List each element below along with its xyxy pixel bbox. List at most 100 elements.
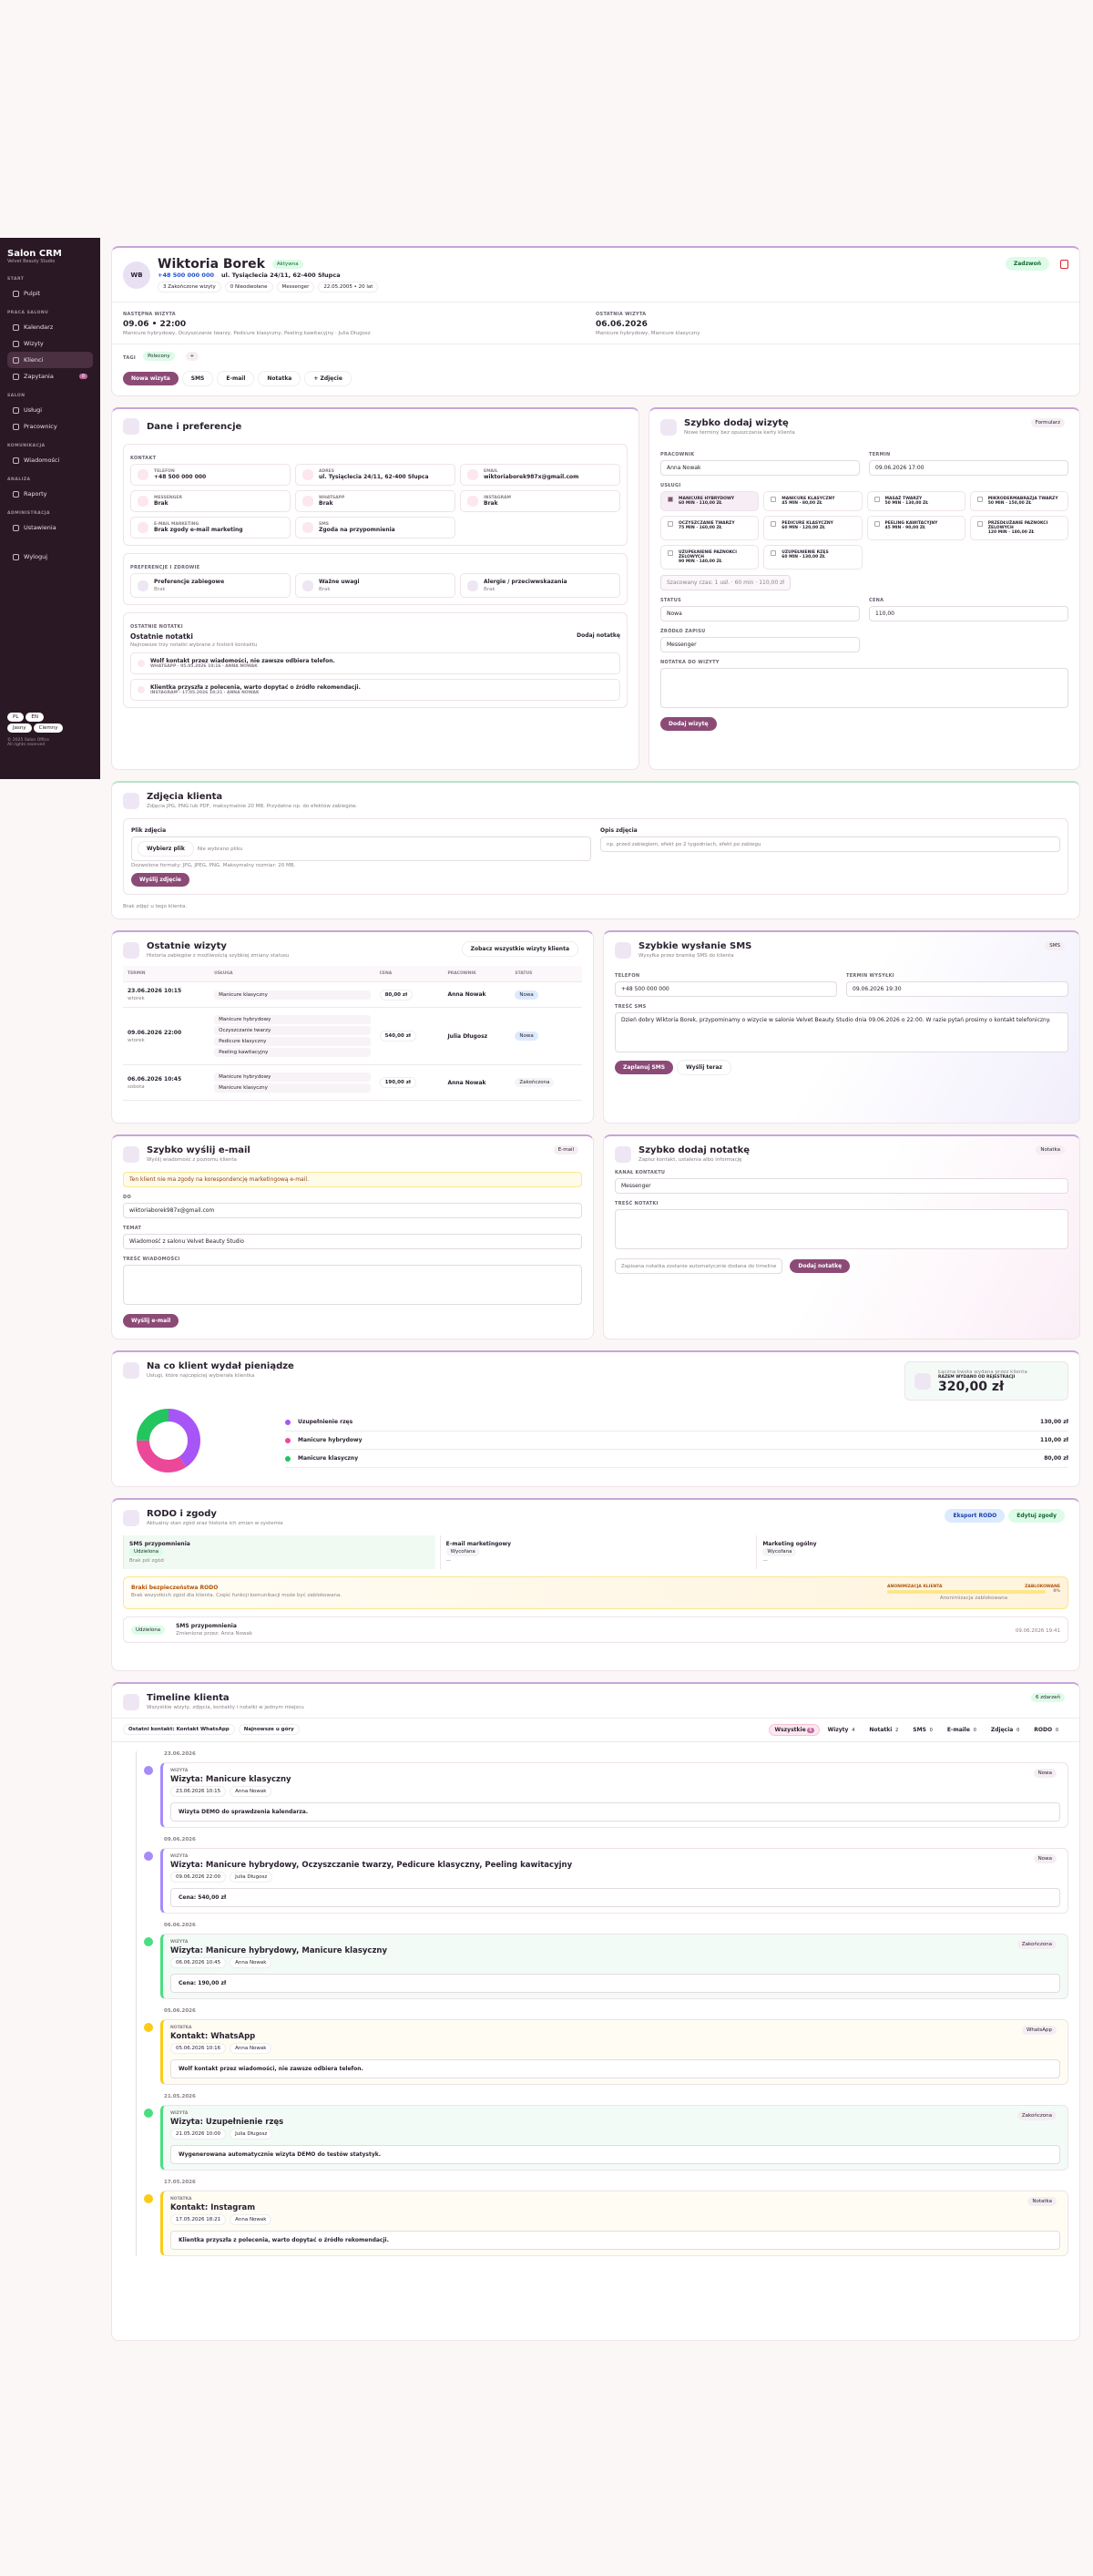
pref-section: PREFERENCJE I ZDROWIE Preferencje zabiego… bbox=[123, 553, 628, 605]
consent-state: Wycofana bbox=[762, 1547, 797, 1556]
history-row: Udzielona SMS przypomnienia Zmienione prze… bbox=[123, 1616, 1068, 1643]
checkbox bbox=[668, 521, 673, 527]
card-subtitle: Wyślij wiadomość z poziomu klienta bbox=[147, 1157, 237, 1163]
donut-segment bbox=[137, 1409, 200, 1473]
card-subtitle: Wszystkie wizyty, zdjęcia, kontakty i no… bbox=[147, 1705, 304, 1710]
term: TERMIN 09.06.2026 17:00 bbox=[869, 445, 1068, 476]
all-visits-button[interactable]: Zobacz wszystkie wizyty klienta bbox=[461, 941, 578, 957]
service: Pedicure klasyczny bbox=[214, 1037, 371, 1046]
progress-note: Anonimizacja zablokowana bbox=[939, 1596, 1008, 1601]
action-button[interactable]: Notatka bbox=[258, 371, 301, 386]
progress: ANONIMIZACJA KLIENTA ZABLOKOWANE 0% Anonimi… bbox=[887, 1585, 1060, 1601]
submit-button[interactable]: Dodaj wizytę bbox=[660, 717, 717, 731]
event-staff: Julia Długosz bbox=[230, 2129, 273, 2140]
filter: Ostatni kontakt: Kontakt WhatsApp bbox=[123, 1724, 235, 1735]
field-value: Zgoda na przypomnienia bbox=[319, 527, 395, 533]
progress-label: ANONIMIZACJA KLIENTA bbox=[887, 1585, 943, 1589]
tab-label: E-maile bbox=[946, 1727, 970, 1733]
action-button[interactable]: SMS bbox=[181, 371, 214, 386]
submit-button[interactable]: Dodaj notatkę bbox=[790, 1259, 851, 1273]
send-button[interactable]: Wyślij teraz bbox=[677, 1060, 731, 1075]
total-card: Łączna kwota wydana przez klienta RAZEM W… bbox=[904, 1361, 1068, 1401]
tab-label: Notatki bbox=[869, 1727, 893, 1733]
nav-item: Pracownicy bbox=[7, 418, 93, 435]
service: Manicure hybrydowy bbox=[214, 1015, 371, 1024]
status-price: STATUS Nowa CENA 110,00 bbox=[660, 590, 1068, 621]
estimate: Szacowany czas: 1 usł. · 60 min · 110,00… bbox=[660, 575, 791, 590]
avatar-initials: WB bbox=[130, 271, 143, 279]
table-header: TERMIN USŁUGA CENA PRACOWNIK STATUS bbox=[123, 966, 582, 982]
tab-count: 4 bbox=[850, 1728, 857, 1733]
consent: Marketing ogólny Wycofana — bbox=[756, 1535, 1068, 1569]
nav-label: Raporty bbox=[24, 490, 47, 498]
title-group: Szybko dodaj wizytę Nowe terminy bez opus… bbox=[660, 418, 795, 436]
main: WB Wiktoria Borek Aktywna +48 500 000 000 ul… bbox=[111, 246, 1080, 2352]
events: 23.06.2026 WIZYTA Wizyta: Manicure klasycz… bbox=[136, 1751, 1068, 2256]
event-title: Kontakt: Instagram bbox=[170, 2203, 256, 2212]
staff: Anna Nowak bbox=[447, 1079, 486, 1086]
service-meta: 45 MIN · 90,00 ZŁ bbox=[884, 526, 926, 530]
call-button[interactable]: Zadzwoń bbox=[1005, 257, 1049, 271]
event-staff: Julia Długosz bbox=[230, 1872, 273, 1883]
contact-field: ADRES ul. Tysiąclecia 24/11, 62-400 Słupc… bbox=[295, 464, 455, 486]
icon bbox=[467, 496, 478, 507]
action-button[interactable]: E-mail bbox=[217, 371, 255, 386]
phone: TELEFON +48 500 000 000 bbox=[615, 966, 837, 997]
nav-item: Klienci bbox=[7, 352, 93, 368]
event-title: Wizyta: Manicure hybrydowy, Oczyszczanie… bbox=[170, 1861, 573, 1870]
action-button[interactable]: Nowa wizyta bbox=[123, 372, 179, 385]
event-time: 21.05.2026 10:00 bbox=[170, 2129, 227, 2140]
event-type: WIZYTA bbox=[170, 1940, 189, 1945]
spending-card: Na co klient wydał pieniądze Usługi, któr… bbox=[111, 1350, 1080, 1487]
note-text: Wolf kontakt przez wiadomości, nie zawsz… bbox=[150, 658, 335, 669]
titles: RODO i zgody Aktualny stan zgód oraz hist… bbox=[147, 1509, 283, 1526]
icon bbox=[138, 522, 148, 533]
event-head: WIZYTA Wizyta: Manicure hybrydowy, Manicu… bbox=[170, 1940, 1060, 1957]
contact-field: EMAIL wiktoriaborek987x@gmail.com bbox=[460, 464, 620, 486]
field-value: Brak bbox=[154, 587, 166, 592]
submit: Wyślij e-mail bbox=[123, 1314, 582, 1328]
legend-row: Manicure hybrydowy 110,00 zł bbox=[285, 1432, 1068, 1450]
action-button[interactable]: + Zdjęcie bbox=[304, 371, 352, 386]
visit-day: sobota bbox=[128, 1083, 145, 1090]
note-text: Klientka przyszła z polecenia, warto dop… bbox=[150, 684, 361, 691]
file-button[interactable]: Wybierz plik bbox=[138, 841, 194, 857]
tab-count: 0 bbox=[1015, 1728, 1022, 1733]
card-title: Dane i preferencje bbox=[147, 421, 242, 432]
warning-title: Braki bezpieczeństwa RODO bbox=[131, 1585, 219, 1591]
card-header: Ostatnie wizyty Historia zabiegów z możli… bbox=[123, 941, 582, 959]
label: NASTĘPNA WIZYTA bbox=[123, 312, 176, 317]
theme-option: Ciemny bbox=[33, 724, 64, 733]
consent-note: — bbox=[762, 1558, 768, 1564]
column-header: USŁUGA bbox=[209, 966, 375, 982]
service-name: PRZEDŁUŻANIE PAZNOKCI ŻELOWYCH bbox=[987, 521, 1048, 530]
contact-field: INSTAGRAM Brak bbox=[460, 490, 620, 512]
chips: 3 Zakończone wizyty 0 Nieodwołane Messenge… bbox=[158, 282, 382, 292]
total-label: RAZEM WYDANO OD REJESTRACJI bbox=[938, 1375, 1016, 1380]
note-card: Szybko dodaj notatkę Zapisz kontakt, usta… bbox=[603, 1134, 1080, 1339]
nav-label: Pulpit bbox=[24, 290, 41, 297]
export-button[interactable]: Eksport RODO bbox=[945, 1509, 1006, 1523]
brand-subtitle: Velvet Beauty Studio bbox=[7, 259, 56, 264]
event-time: 06.06.2026 10:45 bbox=[170, 1957, 227, 1968]
status-value: Nowa bbox=[667, 611, 682, 617]
event-date: 17.05.2026 bbox=[164, 2180, 196, 2185]
status: Nowa bbox=[515, 990, 538, 1000]
pref-field: Ważne uwagi Brak bbox=[295, 573, 455, 598]
file-label: Plik zdjęcia bbox=[131, 827, 167, 834]
contact-field: E-MAIL MARKETING Brak zgody e-mail market… bbox=[130, 517, 291, 539]
submit-button[interactable]: Wyślij zdjęcie bbox=[131, 873, 189, 887]
submit-button[interactable]: Wyślij e-mail bbox=[123, 1314, 179, 1328]
contact-text: SMS Zgoda na przypomnienia bbox=[319, 522, 395, 533]
nav-item: Raporty bbox=[7, 486, 93, 502]
nav-item: Kalendarz bbox=[7, 319, 93, 335]
edit-button[interactable]: Edytuj zgody bbox=[1008, 1509, 1065, 1523]
service-meta: 50 MIN · 150,00 ZŁ bbox=[987, 501, 1032, 506]
titles: Szybko dodaj wizytę Nowe terminy bez opus… bbox=[684, 418, 795, 436]
plan-button[interactable]: Zaplanuj SMS bbox=[615, 1061, 674, 1074]
event-body: Wolf kontakt przez wiadomości, nie zawsz… bbox=[170, 2059, 1060, 2078]
time: TERMIN WYSYŁKI 09.06.2026 19:30 bbox=[846, 966, 1068, 997]
nav-item: Wizyty bbox=[7, 335, 93, 352]
estimate-text: Szacowany czas: 1 usł. · 60 min · 110,00… bbox=[667, 580, 784, 586]
service-text: UZUPEŁNIENIE PAZNOKCI ŻELOWYCH 90 MIN · 1… bbox=[679, 550, 751, 564]
